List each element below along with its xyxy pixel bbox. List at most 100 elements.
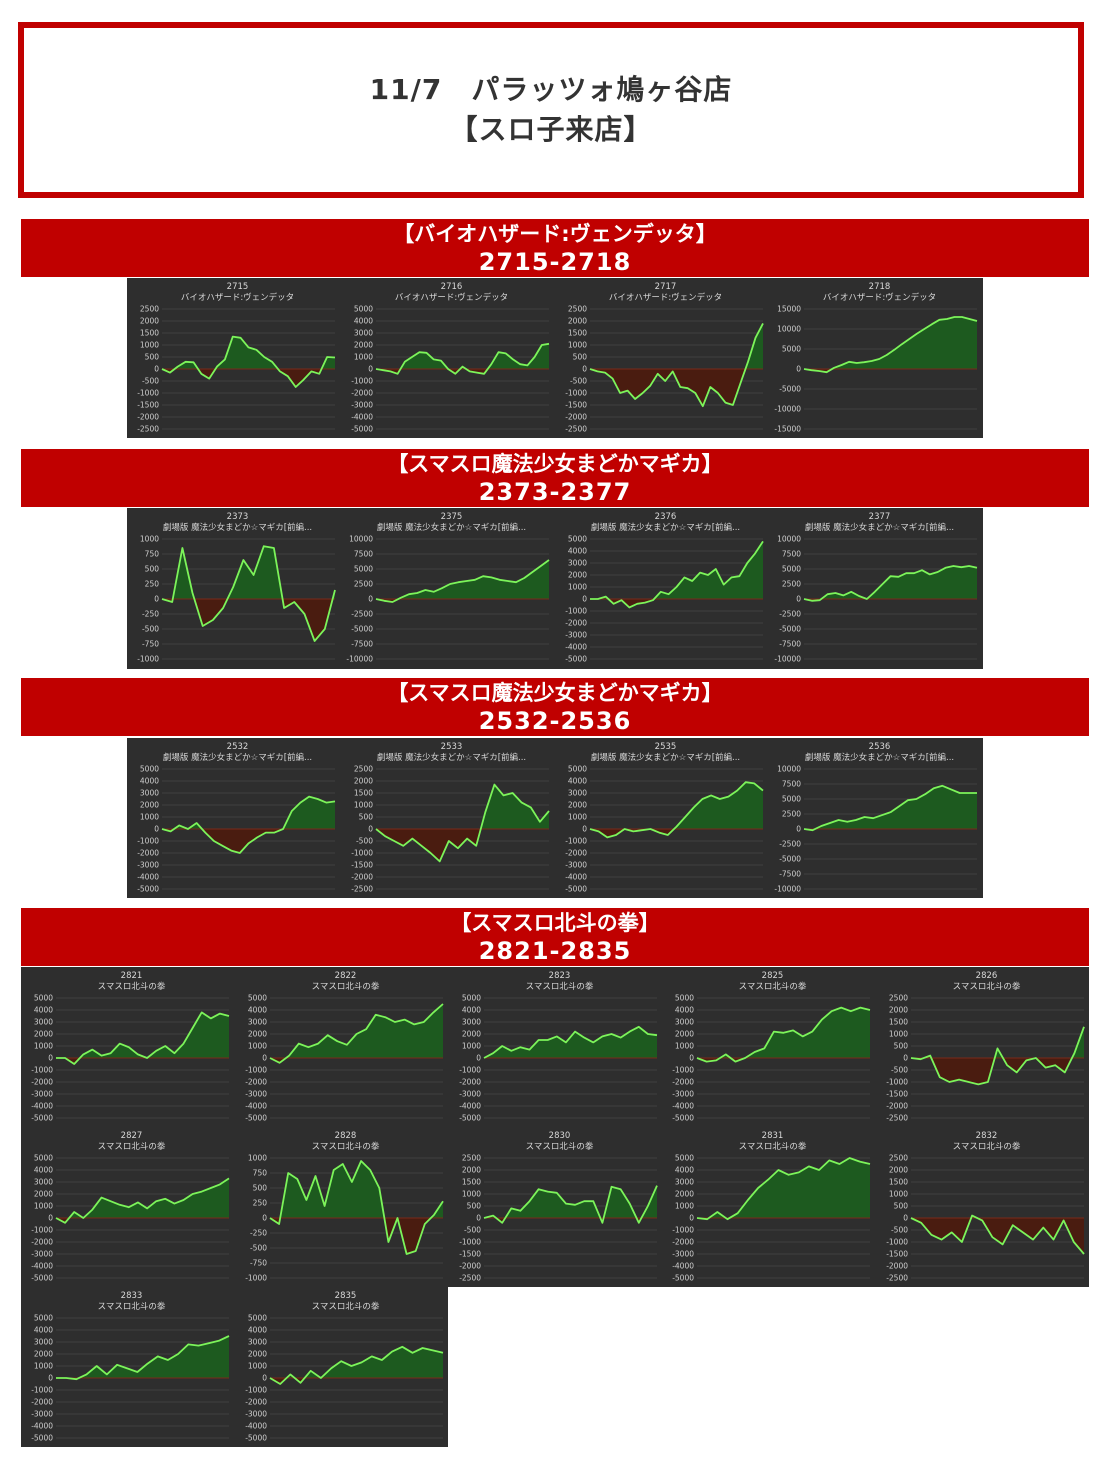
y-tick-label: 1000 — [140, 535, 159, 544]
chart-2832: 2832 スマスロ北斗の拳 2500 2000 1500 1000 500 0 -500 -100… — [876, 1127, 1089, 1287]
y-tick-label: -3000 — [31, 1250, 53, 1259]
y-tick-label: -2000 — [565, 619, 587, 628]
y-tick-label: -1000 — [672, 1066, 694, 1075]
y-tick-label: 2500 — [140, 305, 159, 314]
series-line — [803, 316, 978, 374]
y-tick-label: -5000 — [31, 1434, 53, 1443]
series-line — [589, 322, 764, 408]
y-tick-label: -3000 — [672, 1090, 694, 1099]
y-tick-label: 1000 — [462, 1042, 481, 1051]
chart-title: スマスロ北斗の拳 — [526, 981, 594, 992]
y-tick-label: 10000 — [777, 535, 801, 544]
y-tick-label: -3000 — [565, 861, 587, 870]
y-tick-label: 1000 — [568, 341, 587, 350]
y-tick-label: -2000 — [886, 1262, 908, 1271]
y-tick-label: 3000 — [354, 329, 373, 338]
y-tick-label: 1000 — [248, 1042, 267, 1051]
y-tick-label: -1000 — [459, 1238, 481, 1247]
y-tick-label: -4000 — [672, 1262, 694, 1271]
chart-2535: 2535 劇場版 魔法少女まどか☆マギカ[前編... 5000 4000 3000 200… — [555, 738, 768, 898]
y-tick-label: -4000 — [245, 1422, 267, 1431]
y-tick-label: 0 — [582, 595, 587, 604]
y-tick-label: 250 — [145, 580, 160, 589]
area-fill-positive — [804, 785, 977, 829]
y-tick-label: -1000 — [31, 1226, 53, 1235]
chart-title: スマスロ北斗の拳 — [98, 1301, 166, 1312]
chart-panel — [127, 738, 983, 898]
y-tick-label: 2500 — [354, 580, 373, 589]
y-tick-label: 5000 — [675, 1154, 694, 1163]
y-tick-label: -2000 — [31, 1238, 53, 1247]
section-banner: 【スマスロ魔法少女まどかマギカ】 2373-2377 — [21, 449, 1089, 507]
y-tick-label: 4000 — [568, 547, 587, 556]
y-tick-label: 0 — [48, 1054, 53, 1063]
y-tick-label: -2000 — [565, 849, 587, 858]
y-tick-label: -250 — [250, 1229, 267, 1238]
y-tick-label: 0 — [476, 1214, 481, 1223]
y-tick-label: 4000 — [568, 777, 587, 786]
y-tick-label: 2000 — [34, 1030, 53, 1039]
area-fill-negative — [162, 599, 335, 641]
series-line — [696, 1157, 871, 1221]
area-fill-negative — [911, 1058, 1084, 1085]
y-tick-label: 2000 — [248, 1030, 267, 1039]
series-line — [56, 1011, 230, 1065]
y-tick-label: 4000 — [34, 1326, 53, 1335]
chart-title: バイオハザード:ヴェンデッタ — [609, 292, 722, 303]
area-fill-positive — [484, 1026, 657, 1058]
chart-title: スマスロ北斗の拳 — [739, 1141, 807, 1152]
y-tick-label: 2500 — [782, 810, 801, 819]
chart-number: 2822 — [335, 971, 357, 981]
y-tick-label: -500 — [250, 1244, 267, 1253]
area-fill-positive — [376, 560, 549, 599]
y-tick-label: -2000 — [245, 1398, 267, 1407]
y-tick-label: -2500 — [459, 1274, 481, 1283]
y-tick-label: -5000 — [245, 1434, 267, 1443]
chart-2715: 2715 バイオハザード:ヴェンデッタ 2500 2000 1500 1000 500 0 -5… — [127, 278, 340, 438]
series-line — [375, 559, 550, 603]
y-tick-label: 0 — [796, 825, 801, 834]
y-tick-label: -2500 — [779, 610, 801, 619]
area-fill-positive — [590, 782, 763, 829]
y-tick-label: 500 — [894, 1042, 909, 1051]
y-tick-label: -1000 — [31, 1066, 53, 1075]
chart-title: バイオハザード:ヴェンデッタ — [823, 292, 936, 303]
y-tick-label: 2500 — [889, 1154, 908, 1163]
y-tick-label: -4000 — [459, 1102, 481, 1111]
chart-title: 劇場版 魔法少女まどか☆マギカ[前編... — [377, 752, 526, 763]
y-tick-label: -2500 — [351, 885, 373, 894]
y-tick-label: -10000 — [774, 405, 801, 414]
chart-number: 2821 — [121, 971, 143, 981]
y-tick-label: 5000 — [782, 345, 801, 354]
y-tick-label: -4000 — [565, 873, 587, 882]
section-banner: 【バイオハザード:ヴェンデッタ】 2715-2718 — [21, 219, 1089, 277]
y-tick-label: -2500 — [137, 425, 159, 434]
y-tick-label: -1500 — [459, 1250, 481, 1259]
chart-number: 2833 — [121, 1291, 143, 1301]
y-tick-label: -5000 — [565, 655, 587, 664]
y-tick-label: 2000 — [889, 1006, 908, 1015]
y-tick-label: -2000 — [886, 1102, 908, 1111]
y-tick-label: -1500 — [886, 1250, 908, 1259]
y-tick-label: -2000 — [137, 413, 159, 422]
page-subtitle: 【スロ子来店】 — [449, 113, 653, 146]
y-tick-label: -5000 — [31, 1274, 53, 1283]
y-tick-label: 3000 — [140, 789, 159, 798]
y-tick-label: 0 — [582, 825, 587, 834]
area-fill-negative — [911, 1218, 1084, 1254]
y-tick-label: -1500 — [351, 861, 373, 870]
series-line — [269, 1160, 444, 1255]
y-tick-label: 0 — [262, 1054, 267, 1063]
y-tick-label: 5000 — [675, 994, 694, 1003]
y-tick-label: -3000 — [351, 401, 373, 410]
y-tick-label: -4000 — [351, 413, 373, 422]
y-tick-label: 5000 — [462, 994, 481, 1003]
